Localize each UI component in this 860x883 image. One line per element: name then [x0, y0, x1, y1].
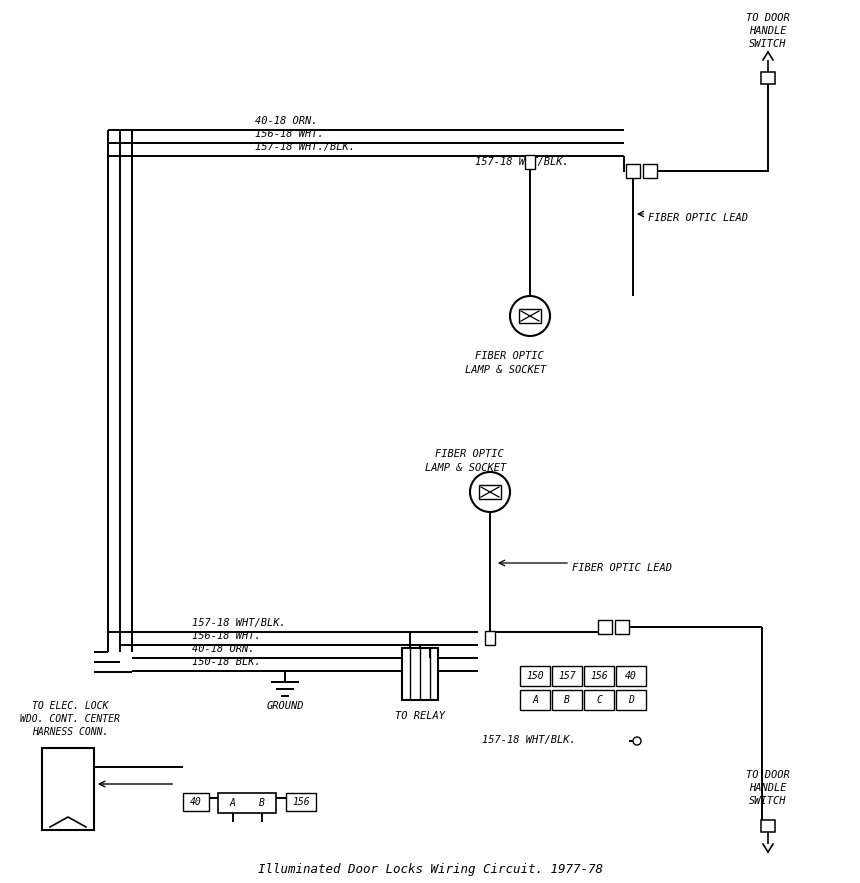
Text: HANDLE: HANDLE — [749, 783, 787, 793]
Text: HARNESS CONN.: HARNESS CONN. — [32, 727, 108, 737]
Text: 157-18 WHT/BLK.: 157-18 WHT/BLK. — [475, 157, 568, 167]
Bar — [218, 793, 276, 813]
Text: Illuminated Door Locks Wiring Circuit. 1977-78: Illuminated Door Locks Wiring Circuit. 1… — [257, 864, 603, 877]
Text: 156-18 WHT.: 156-18 WHT. — [192, 631, 261, 641]
Text: 156-18 WHT.: 156-18 WHT. — [255, 129, 323, 139]
Bar — [552, 666, 582, 686]
Text: SWITCH: SWITCH — [749, 796, 787, 806]
Bar — [552, 690, 582, 710]
Text: 150-18 BLK.: 150-18 BLK. — [192, 657, 261, 667]
Circle shape — [470, 472, 510, 512]
Circle shape — [510, 296, 550, 336]
Bar — [584, 690, 614, 710]
Bar — [286, 793, 316, 811]
Text: 156: 156 — [590, 671, 608, 681]
Circle shape — [633, 737, 641, 745]
Text: TO DOOR: TO DOOR — [746, 13, 789, 23]
Bar — [520, 690, 550, 710]
Text: A: A — [532, 695, 538, 705]
Bar — [615, 620, 629, 634]
Text: 157: 157 — [558, 671, 576, 681]
Text: SWITCH: SWITCH — [749, 39, 787, 49]
Text: 40-18 ORN.: 40-18 ORN. — [192, 644, 255, 654]
Text: 156: 156 — [292, 797, 310, 807]
Text: FIBER OPTIC LEAD: FIBER OPTIC LEAD — [572, 563, 672, 573]
Text: 157-18 WHT/BLK.: 157-18 WHT/BLK. — [192, 618, 286, 628]
Bar — [525, 155, 535, 169]
Text: C: C — [596, 695, 602, 705]
Text: FIBER OPTIC: FIBER OPTIC — [475, 351, 544, 361]
Text: LAMP & SOCKET: LAMP & SOCKET — [425, 463, 507, 473]
Bar — [626, 164, 640, 178]
Text: 40: 40 — [625, 671, 637, 681]
Text: LAMP & SOCKET: LAMP & SOCKET — [465, 365, 546, 375]
Bar — [761, 820, 775, 832]
Text: B: B — [259, 798, 264, 808]
Text: 40-18 ORN.: 40-18 ORN. — [255, 116, 317, 126]
Text: GROUND: GROUND — [267, 701, 304, 711]
Text: FIBER OPTIC LEAD: FIBER OPTIC LEAD — [648, 213, 748, 223]
Text: D: D — [628, 695, 634, 705]
Text: 157-18 WHT./BLK.: 157-18 WHT./BLK. — [255, 142, 355, 152]
Text: 40: 40 — [190, 797, 202, 807]
Text: B: B — [564, 695, 570, 705]
Bar — [183, 793, 209, 811]
Text: 150: 150 — [526, 671, 544, 681]
Bar — [584, 666, 614, 686]
Text: TO DOOR: TO DOOR — [746, 770, 789, 780]
Text: TO ELEC. LOCK: TO ELEC. LOCK — [32, 701, 108, 711]
Bar — [402, 648, 438, 700]
Bar — [598, 620, 612, 634]
Bar — [485, 631, 495, 645]
Bar — [520, 666, 550, 686]
Bar — [616, 690, 646, 710]
Bar — [761, 72, 775, 84]
Text: TO RELAY: TO RELAY — [395, 711, 445, 721]
Bar — [519, 309, 541, 323]
Bar — [42, 748, 94, 830]
Text: WDO. CONT. CENTER: WDO. CONT. CENTER — [20, 714, 120, 724]
Text: FIBER OPTIC: FIBER OPTIC — [435, 449, 504, 459]
Bar — [479, 485, 501, 499]
Bar — [643, 164, 657, 178]
Text: HANDLE: HANDLE — [749, 26, 787, 36]
Text: 157-18 WHT/BLK.: 157-18 WHT/BLK. — [482, 735, 575, 745]
Bar — [616, 666, 646, 686]
Text: A: A — [230, 798, 236, 808]
